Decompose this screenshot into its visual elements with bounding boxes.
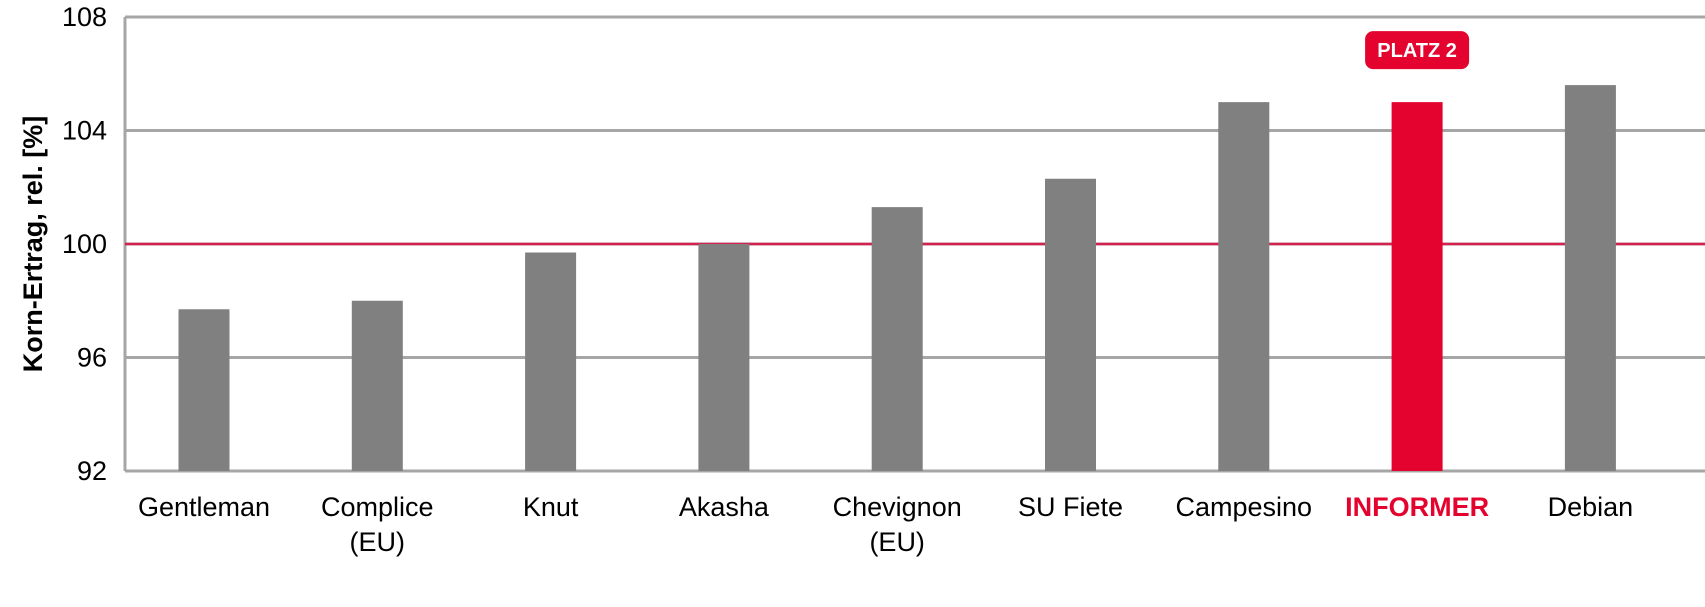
y-axis-title: Korn-Ertrag, rel. [%] — [18, 116, 48, 373]
category-label: Gentleman — [138, 492, 270, 522]
badge-label: PLATZ 2 — [1377, 40, 1457, 62]
bar — [351, 300, 403, 471]
bars — [178, 85, 1616, 472]
bar — [1218, 102, 1270, 471]
category-labels: Gentleman Complice (EU) Knut Akasha Chevignon… — [138, 492, 1633, 557]
category-label: (EU) — [350, 527, 406, 557]
bar-highlight — [1391, 102, 1443, 471]
y-tick-label: 108 — [62, 2, 107, 32]
bar — [1564, 85, 1616, 471]
category-label: (EU) — [869, 527, 925, 557]
bar — [698, 244, 750, 471]
category-label: INFORMER — [1345, 492, 1489, 522]
bar — [178, 309, 230, 471]
category-label: Campesino — [1176, 492, 1313, 522]
bar — [525, 252, 577, 471]
bar — [871, 207, 923, 472]
badge-background — [1365, 31, 1470, 70]
bar — [1045, 178, 1096, 472]
y-tick-label: 104 — [62, 116, 107, 146]
category-label: SU Fiete — [1018, 492, 1123, 522]
category-label: Chevignon — [833, 492, 962, 522]
rank-badge: PLATZ 2 — [1365, 31, 1470, 70]
category-label: Debian — [1548, 492, 1634, 522]
category-label: Knut — [523, 492, 579, 522]
y-tick-label: 96 — [77, 343, 107, 373]
category-label: Akasha — [679, 492, 770, 522]
y-tick-labels: 92 96 100 104 108 — [62, 2, 107, 486]
y-tick-label: 100 — [62, 229, 107, 259]
y-tick-label: 92 — [77, 456, 107, 486]
category-label: Complice — [321, 492, 434, 522]
